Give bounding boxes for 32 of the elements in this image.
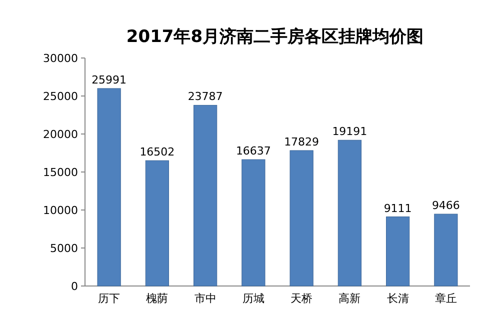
data-label: 16502 xyxy=(140,146,175,159)
bar xyxy=(145,160,169,286)
bar xyxy=(338,140,362,286)
bar xyxy=(386,216,410,286)
x-tick-label: 市中 xyxy=(194,292,216,305)
data-label: 16637 xyxy=(236,144,271,158)
x-tick-label: 章丘 xyxy=(434,292,457,305)
y-tick-label: 25000 xyxy=(43,90,78,103)
y-tick-label: 20000 xyxy=(43,128,78,141)
data-label: 17829 xyxy=(284,136,320,148)
bar xyxy=(97,88,121,286)
x-tick-label: 历城 xyxy=(242,292,264,305)
y-tick-label: 0 xyxy=(71,280,78,293)
x-tick-label: 高新 xyxy=(338,292,361,305)
x-tick-label: 历下 xyxy=(98,292,120,305)
data-label: 23787 xyxy=(188,90,223,104)
y-tick-label: 30000 xyxy=(43,52,78,65)
y-tick-label: 5000 xyxy=(50,242,78,255)
bar xyxy=(194,104,218,286)
x-tick-label: 槐荫 xyxy=(146,292,168,305)
bar xyxy=(242,159,266,286)
data-label: 19191 xyxy=(332,125,368,138)
y-tick-label: 10000 xyxy=(43,204,78,217)
data-label: 25991 xyxy=(92,73,127,86)
y-tick-label: 15000 xyxy=(43,166,78,179)
bar xyxy=(434,214,458,286)
data-label: 9111 xyxy=(384,202,412,215)
x-tick-label: 天桥 xyxy=(290,292,313,305)
data-label: 9466 xyxy=(432,199,460,212)
bar xyxy=(290,150,314,286)
chart-title: 2017年8月济南二手房各区挂牌均价图 xyxy=(126,27,424,47)
x-tick-label: 长清 xyxy=(386,292,409,305)
